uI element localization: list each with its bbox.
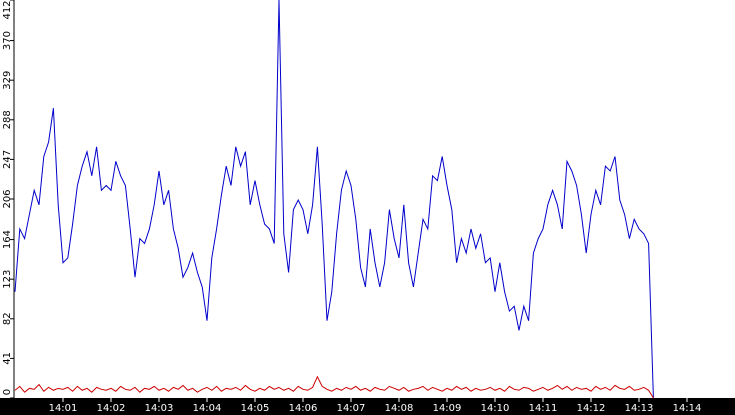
x-axis-bar (0, 398, 735, 415)
series-line (14, 0, 654, 399)
y-tick-label: 329 (2, 71, 13, 90)
y-tick-label: 164 (2, 230, 13, 249)
x-tick-label: 14:12 (577, 403, 606, 414)
x-tick-label: 14:01 (49, 403, 78, 414)
y-tick-label: 206 (2, 189, 13, 208)
y-tick-label: 0 (2, 389, 13, 395)
x-tick-label: 14:14 (673, 403, 702, 414)
x-tick-label: 14:13 (625, 403, 654, 414)
x-tick-label: 14:05 (241, 403, 270, 414)
x-tick-label: 14:02 (97, 403, 126, 414)
y-tick-label: 123 (2, 270, 13, 289)
y-tick-label: 247 (2, 150, 13, 169)
y-tick-label: 82 (2, 312, 13, 325)
x-tick-label: 14:04 (193, 403, 222, 414)
x-tick-label: 14:10 (481, 403, 510, 414)
y-tick-label: 412 (2, 0, 13, 19)
series-line (14, 375, 654, 399)
y-tick-label: 370 (2, 31, 13, 50)
y-tick-label: 288 (2, 110, 13, 129)
x-tick-label: 14:11 (529, 403, 558, 414)
x-tick-label: 14:03 (145, 403, 174, 414)
x-tick-label: 14:07 (337, 403, 366, 414)
x-tick-label: 14:06 (289, 403, 318, 414)
x-tick-label: 14:09 (433, 403, 462, 414)
x-tick-label: 14:08 (385, 403, 414, 414)
y-tick-label: 41 (2, 352, 13, 365)
